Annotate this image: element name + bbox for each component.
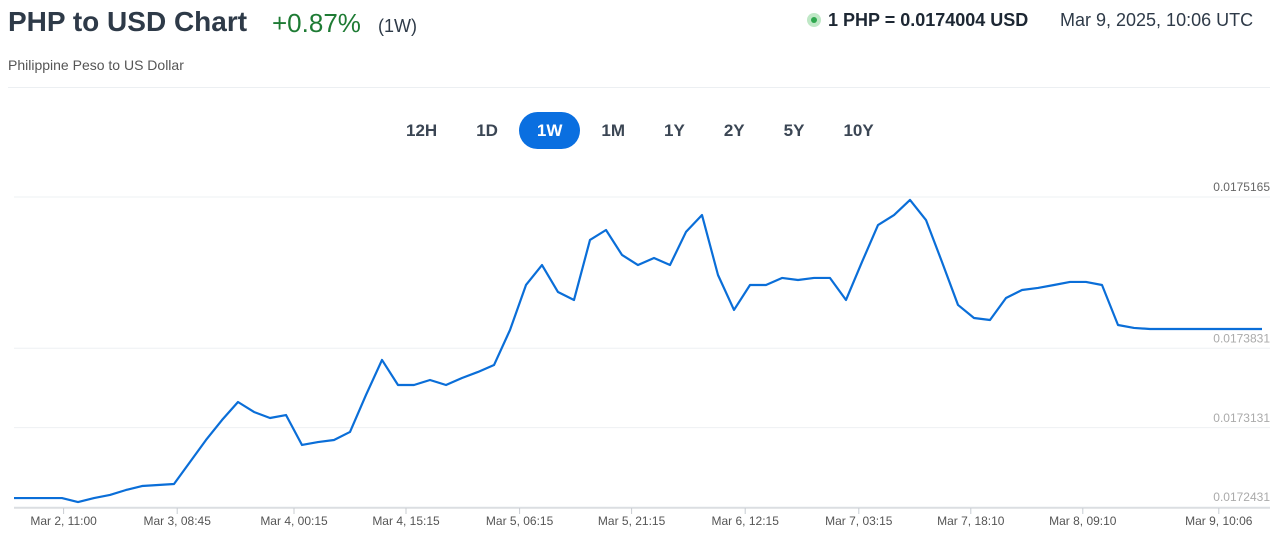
y-tick-label: 0.0175165 bbox=[1213, 180, 1270, 194]
x-tick-label: Mar 7, 18:10 bbox=[937, 514, 1005, 528]
x-tick-label: Mar 6, 12:15 bbox=[712, 514, 780, 528]
range-button[interactable]: 2Y bbox=[723, 121, 745, 140]
range-button[interactable]: 1W bbox=[518, 112, 581, 149]
range-selector: 12H 1D 1W 1M 1Y 2Y 5Y 10Y bbox=[388, 112, 895, 149]
timestamp: Mar 9, 2025, 10:06 UTC bbox=[1060, 10, 1254, 30]
range-button[interactable]: 5Y bbox=[783, 121, 805, 140]
subtitle: Philippine Peso to US Dollar bbox=[8, 57, 184, 73]
y-tick-label: 0.0172431 bbox=[1213, 490, 1270, 504]
y-tick-label: 0.0173831 bbox=[1213, 331, 1270, 345]
price-line bbox=[14, 198, 1262, 504]
separator bbox=[8, 87, 1270, 88]
range-button[interactable]: 10Y bbox=[843, 121, 874, 140]
range-button[interactable]: 1D bbox=[476, 121, 498, 140]
period: (1W) bbox=[378, 16, 417, 36]
x-tick-label: Mar 2, 11:00 bbox=[30, 514, 97, 528]
x-tick-label: Mar 5, 06:15 bbox=[486, 514, 554, 528]
x-tick-label: Mar 8, 09:10 bbox=[1049, 514, 1117, 528]
y-tick-label: 0.0173131 bbox=[1213, 411, 1270, 425]
x-tick-label: Mar 4, 00:15 bbox=[260, 514, 328, 528]
x-tick-label: Mar 3, 08:45 bbox=[144, 514, 212, 528]
x-tick-label: Mar 7, 03:15 bbox=[825, 514, 893, 528]
change: +0.87% bbox=[272, 8, 361, 38]
x-tick-label: Mar 5, 21:15 bbox=[598, 514, 666, 528]
x-tick-label: Mar 9, 10:06 bbox=[1185, 514, 1253, 528]
title: PHP to USD Chart bbox=[8, 6, 248, 37]
rate: 1 PHP = 0.0174004 USD bbox=[828, 10, 1029, 30]
range-button[interactable]: 12H bbox=[406, 121, 438, 140]
x-tick-label: Mar 4, 15:15 bbox=[372, 514, 440, 528]
range-button[interactable]: 1Y bbox=[664, 121, 685, 140]
live-dot bbox=[807, 13, 821, 27]
range-button[interactable]: 1M bbox=[601, 121, 626, 140]
